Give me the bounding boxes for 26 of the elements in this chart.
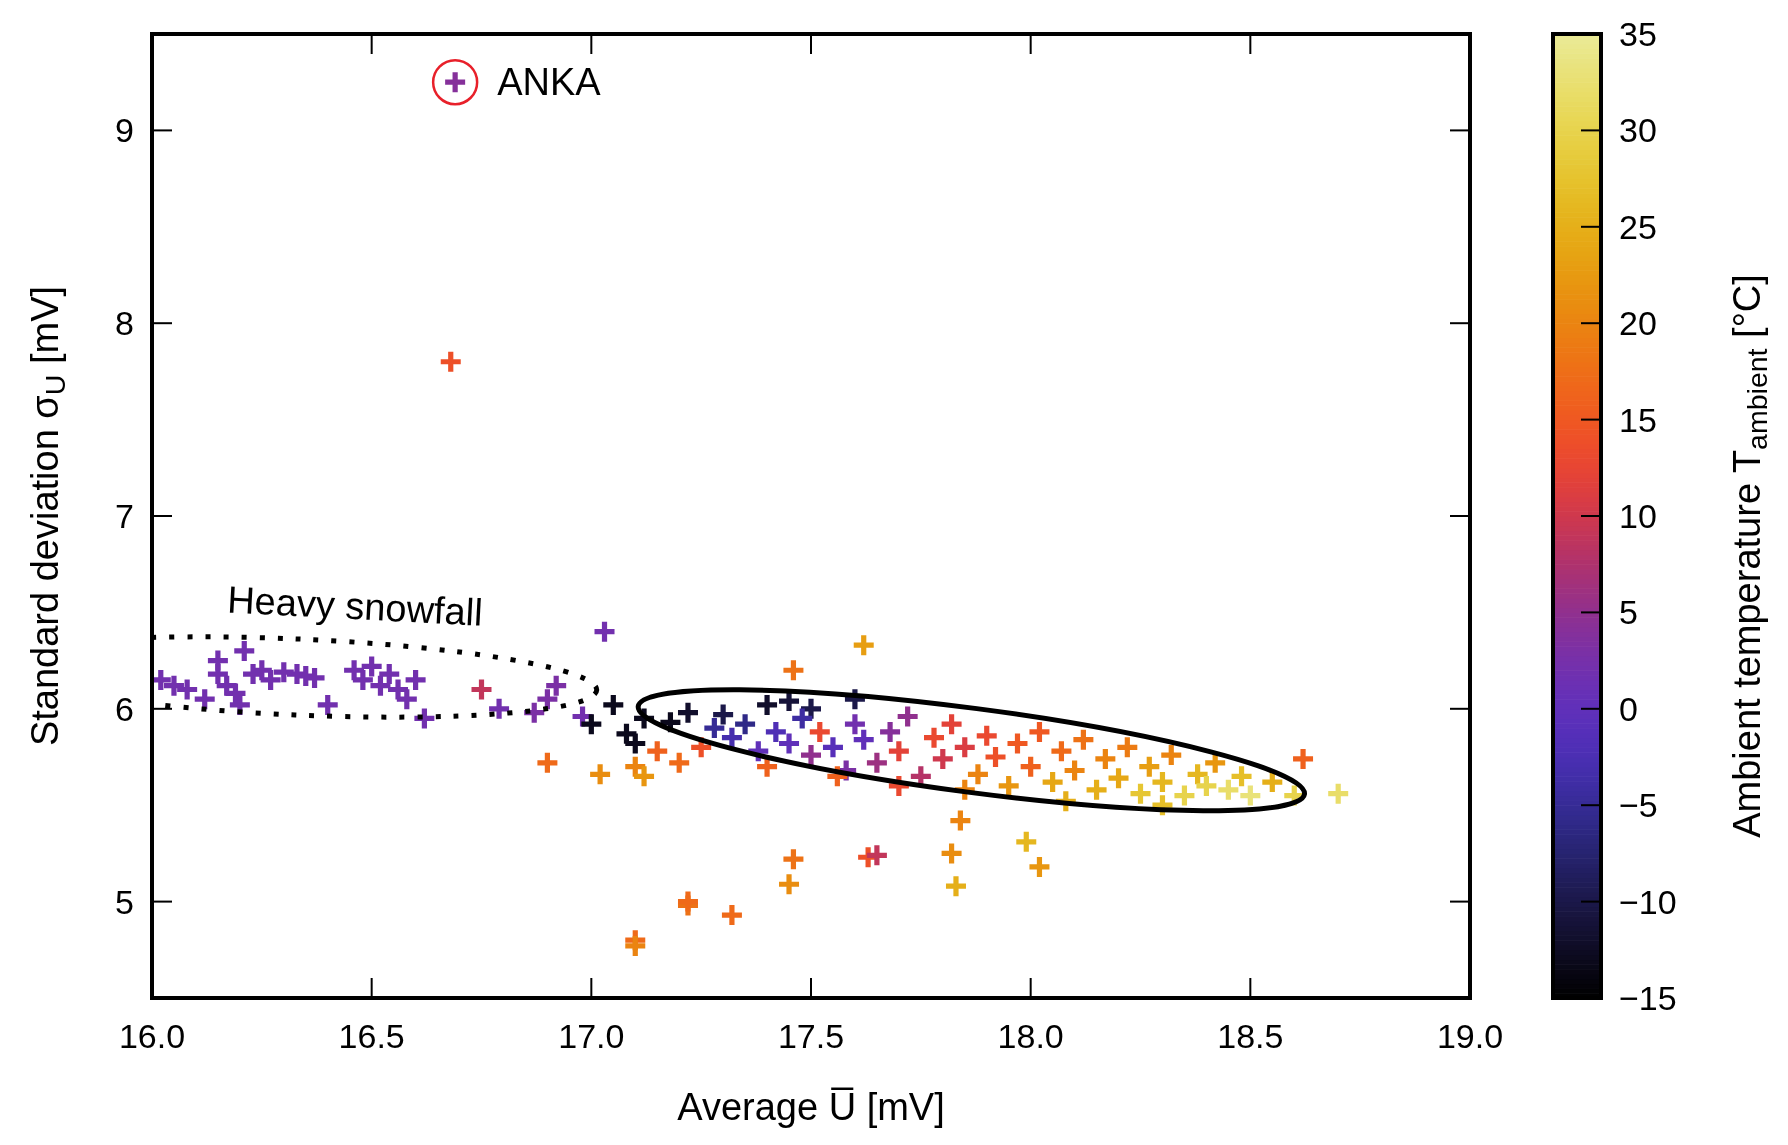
color-bar-label: 25 <box>1619 207 1657 246</box>
color-bar-label: −5 <box>1619 786 1658 825</box>
y-tick-label: 6 <box>115 689 134 728</box>
color-bar-label: 35 <box>1619 14 1657 53</box>
x-tick-label: 17.0 <box>558 1016 625 1055</box>
color-bar-label: −15 <box>1619 978 1677 1017</box>
color-bar-label: 0 <box>1619 689 1638 728</box>
y-tick-label: 7 <box>115 496 134 535</box>
y-tick-label: 8 <box>115 304 134 343</box>
color-bar-label: 15 <box>1619 400 1657 439</box>
color-bar-label: 20 <box>1619 304 1657 343</box>
x-tick-label: 16.5 <box>338 1016 405 1055</box>
x-tick-label: 16.0 <box>118 1016 186 1055</box>
color-bar-label: −10 <box>1619 882 1677 921</box>
x-axis-title: Average U̅ [mV] <box>677 1086 945 1128</box>
annotation: Heavy snowfall <box>226 578 484 634</box>
x-tick-label: 18.0 <box>997 1016 1064 1055</box>
annotation: ANKA <box>497 61 602 104</box>
x-tick-label: 18.5 <box>1217 1016 1284 1055</box>
y-tick-label: 9 <box>115 111 134 150</box>
color-bar-label: 30 <box>1619 111 1657 150</box>
color-bar-label: 10 <box>1619 496 1657 535</box>
color-bar-label: 5 <box>1619 593 1638 632</box>
x-tick-label: 19.0 <box>1436 1016 1504 1055</box>
x-tick-label: 17.5 <box>777 1016 845 1055</box>
y-tick-label: 5 <box>115 882 134 921</box>
